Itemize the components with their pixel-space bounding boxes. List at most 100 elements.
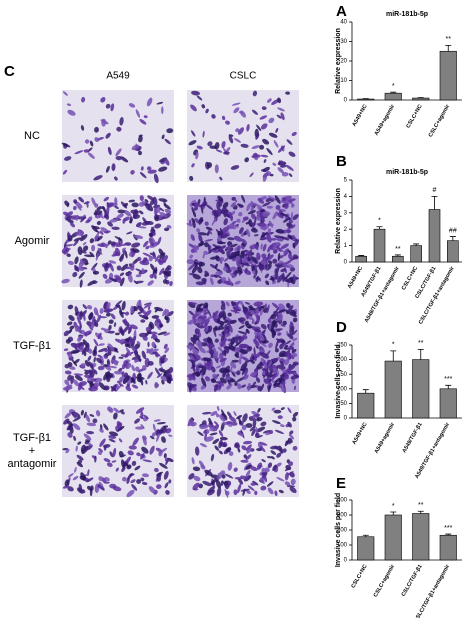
cell [204, 221, 209, 226]
cell [203, 322, 208, 329]
cell [221, 474, 226, 479]
cell [292, 411, 299, 418]
cell [94, 137, 100, 143]
cell [66, 103, 72, 106]
cell [227, 462, 233, 471]
cell [229, 415, 237, 423]
cell [84, 360, 90, 367]
cell [247, 382, 251, 391]
bar [355, 255, 367, 263]
cell [273, 140, 279, 148]
cell [234, 381, 238, 386]
cell [254, 368, 259, 373]
cell [211, 217, 217, 226]
cell [283, 236, 290, 241]
cell [264, 363, 268, 369]
cell [285, 164, 294, 171]
cell [209, 256, 219, 260]
cell [265, 171, 272, 176]
error-bar [362, 534, 369, 537]
cell [249, 222, 256, 228]
cell [262, 138, 270, 145]
cell [230, 223, 239, 228]
cell [162, 279, 168, 284]
cell [237, 383, 242, 390]
cell [187, 319, 195, 325]
cell [279, 160, 284, 166]
cell [77, 382, 83, 391]
cell [74, 256, 79, 265]
bar [412, 513, 430, 561]
cell [212, 327, 217, 338]
cell [228, 135, 234, 144]
cell [259, 307, 263, 316]
cell [273, 380, 278, 387]
cell [129, 218, 133, 224]
cell [146, 97, 153, 107]
cell [265, 254, 274, 261]
cell [202, 253, 205, 259]
cell [287, 407, 292, 414]
cell [82, 489, 86, 493]
cell [290, 478, 296, 486]
cell [129, 324, 138, 330]
cell [70, 375, 75, 385]
cell [105, 103, 111, 109]
cell [245, 444, 252, 452]
cell [161, 436, 166, 443]
cell [213, 274, 218, 278]
cell [227, 411, 232, 418]
cell [201, 377, 207, 387]
cell [141, 220, 151, 226]
cell [107, 146, 112, 156]
cell [261, 211, 271, 218]
cell [101, 118, 107, 127]
cell [281, 197, 286, 202]
cell [217, 195, 224, 202]
cell [227, 277, 233, 286]
cell [259, 445, 266, 453]
cell [198, 233, 203, 242]
cell [288, 151, 296, 157]
cell [192, 348, 197, 354]
cell [136, 373, 142, 377]
cell [254, 432, 260, 438]
cell [240, 488, 250, 492]
cell [292, 445, 298, 451]
cell [88, 386, 98, 392]
cell [188, 473, 195, 480]
cell [122, 476, 127, 482]
cell [103, 364, 109, 367]
cell [260, 352, 270, 359]
cell [204, 239, 213, 242]
cell [66, 321, 73, 326]
y-tick-label: 200 [337, 357, 348, 363]
cell [228, 451, 234, 456]
cell [103, 458, 111, 463]
cell [260, 323, 267, 330]
cell [131, 355, 141, 360]
cell [198, 460, 205, 468]
column-header: CSLC [230, 71, 257, 82]
cell [199, 204, 205, 208]
cell [68, 315, 75, 321]
cell [246, 228, 251, 237]
cell [154, 254, 160, 262]
cell [252, 109, 258, 115]
cell [117, 422, 123, 428]
cell [99, 424, 103, 430]
cell [156, 373, 163, 378]
cell [126, 477, 130, 484]
cell [105, 372, 114, 378]
cell [268, 360, 273, 368]
error-bar [358, 255, 365, 257]
cell [62, 169, 68, 175]
cell [67, 486, 74, 492]
cell [219, 357, 227, 363]
cell [89, 251, 95, 258]
cell [205, 226, 213, 231]
cell [268, 342, 273, 348]
cell [199, 424, 209, 430]
cell [75, 445, 78, 452]
cell [207, 244, 211, 253]
